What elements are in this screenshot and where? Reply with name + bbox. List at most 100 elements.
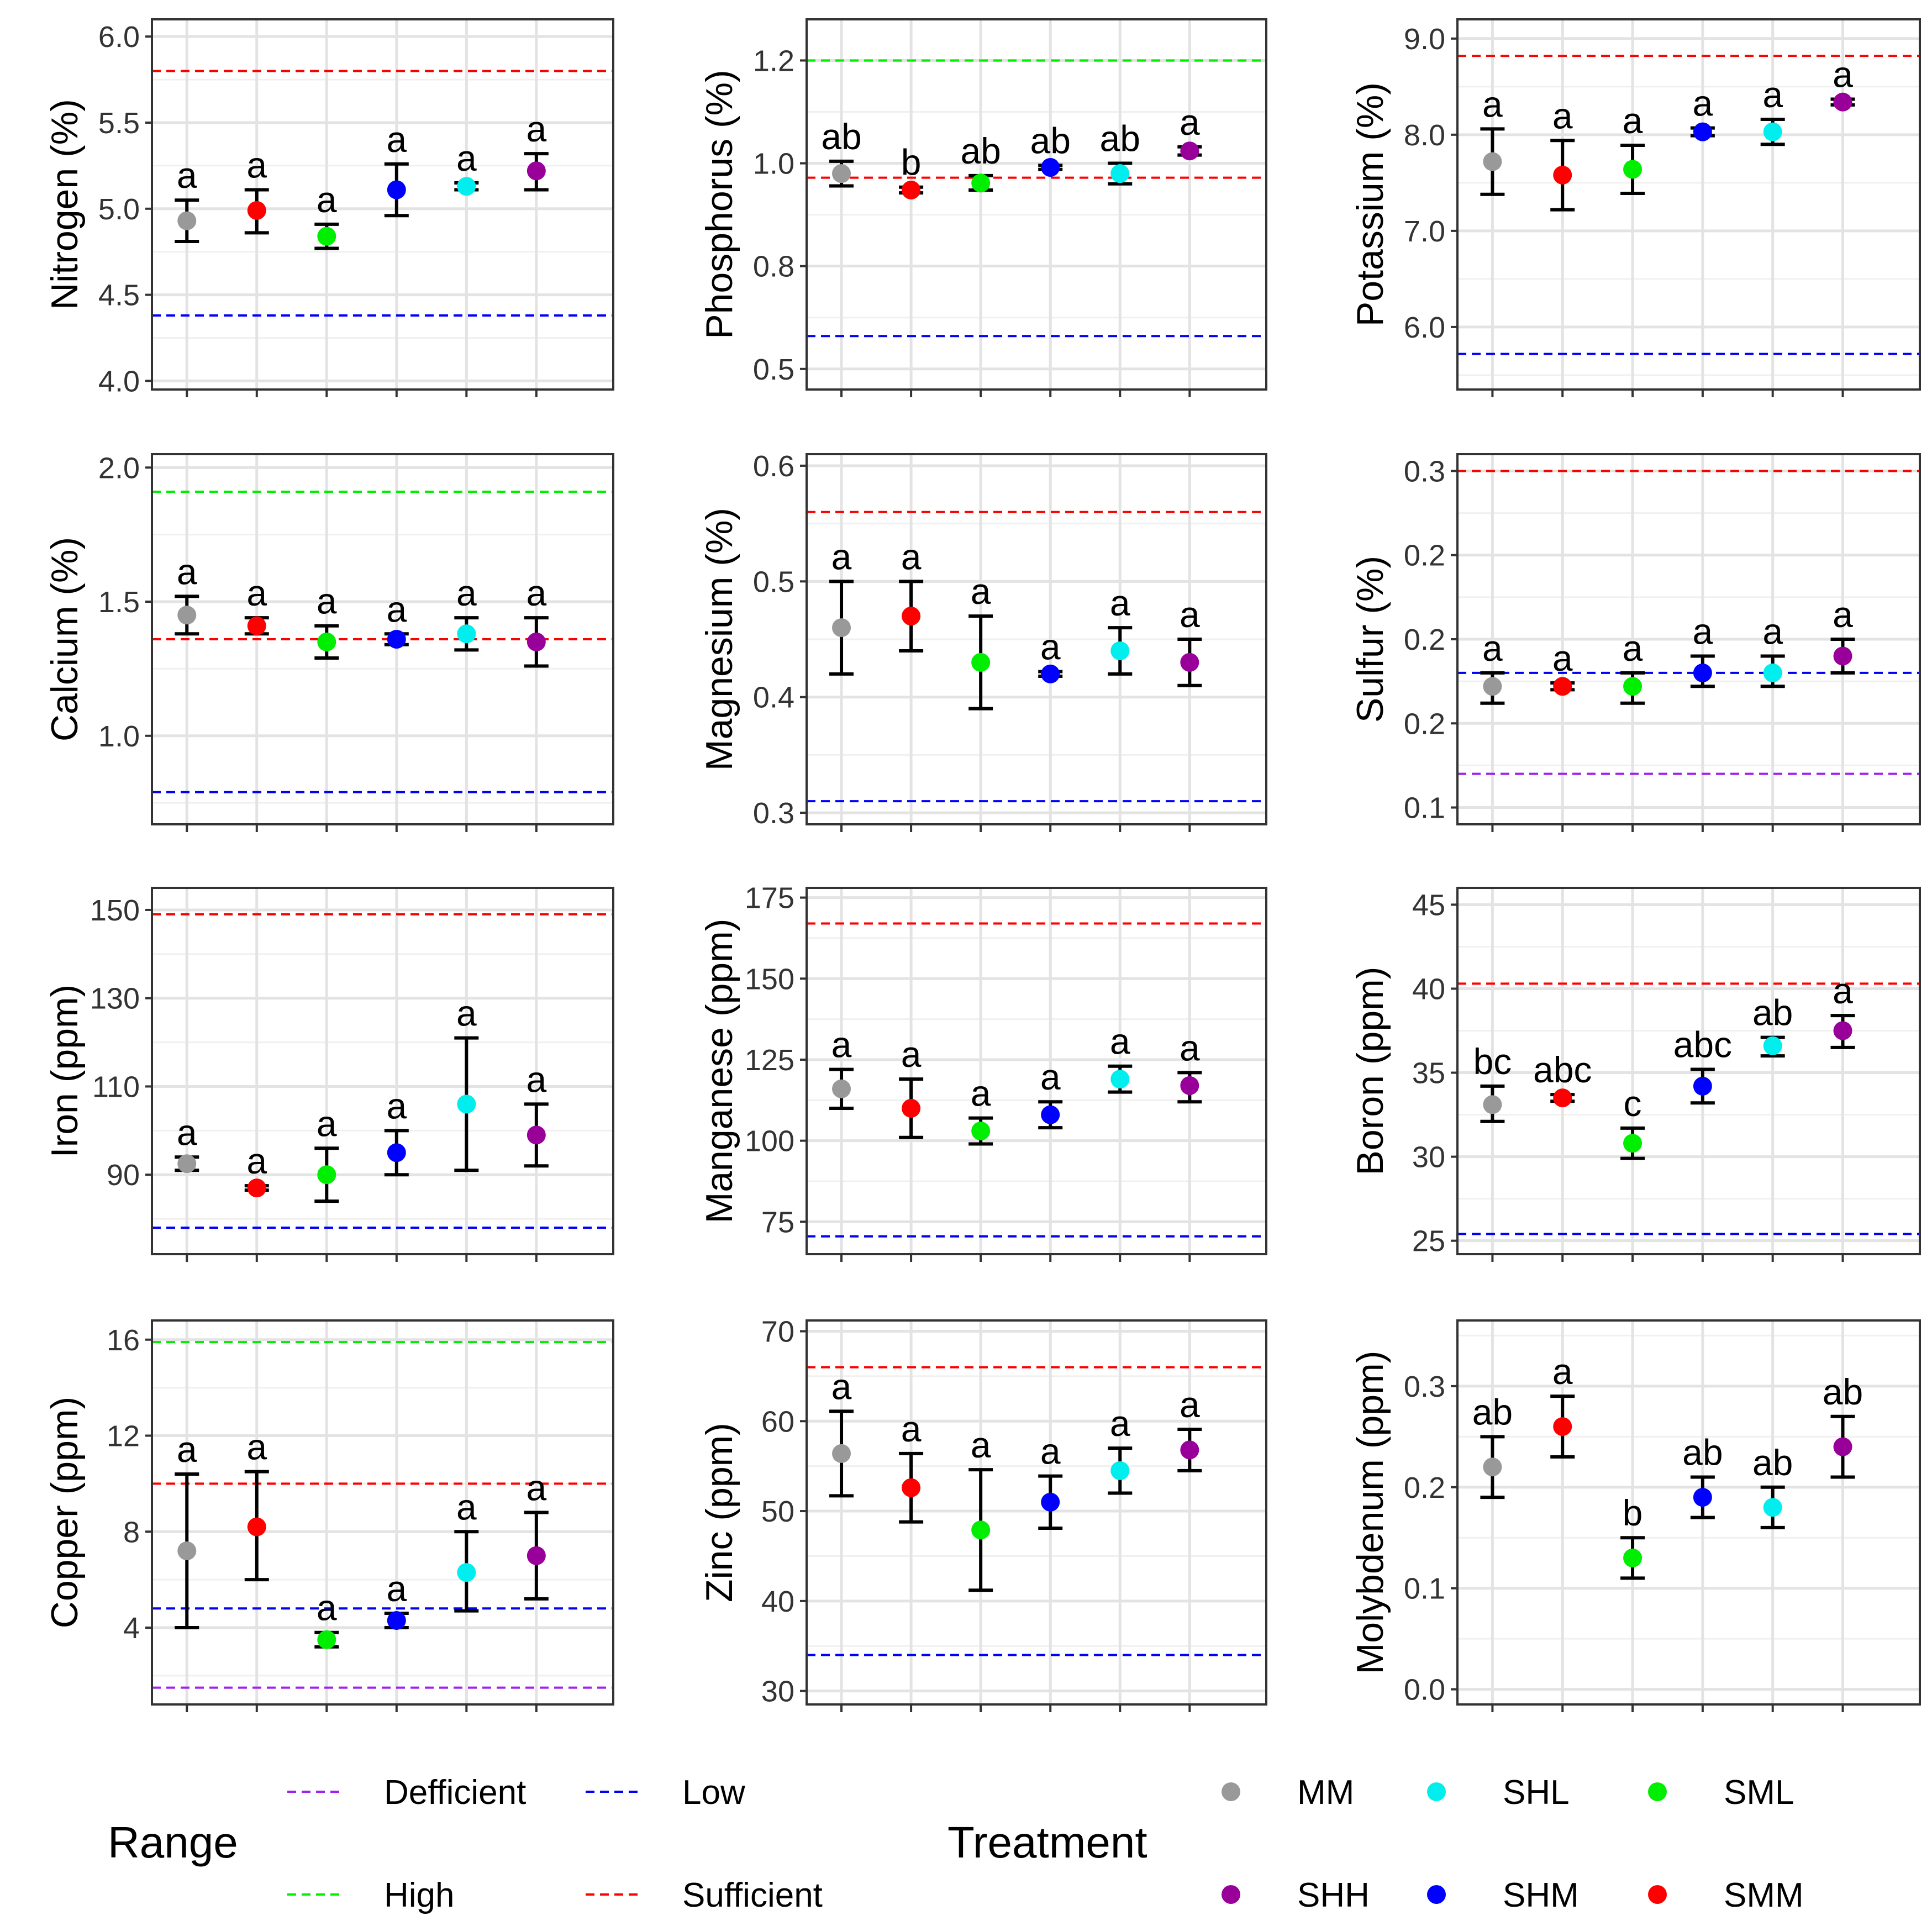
legend-key-shl	[1427, 1782, 1446, 1801]
significance-letter: a	[1623, 628, 1643, 669]
point-shh	[1180, 652, 1199, 672]
y-tick-label: 0.2	[1404, 623, 1445, 656]
y-tick-label: 110	[92, 1070, 140, 1103]
point-sml	[971, 173, 991, 193]
y-axis-label: Sulfur (%)	[1349, 556, 1391, 723]
point-sml	[1623, 1548, 1643, 1567]
point-shh	[1180, 141, 1199, 161]
y-tick-label: 9.0	[1404, 23, 1445, 56]
panel-border	[1456, 18, 1921, 391]
point-shh	[527, 161, 546, 181]
point-sml	[317, 1165, 336, 1185]
point-shl	[457, 1563, 476, 1582]
significance-letter: ab	[1100, 118, 1140, 159]
point-shm	[387, 630, 406, 649]
point-smm	[902, 1478, 921, 1497]
panel-iron: a a a a a a 90 110 130 150 Iron (ppm)	[44, 887, 614, 1262]
significance-letter: a	[901, 1408, 922, 1449]
y-tick-label: 0.8	[753, 250, 794, 283]
y-tick-label: 35	[1412, 1057, 1445, 1090]
panel-border	[151, 887, 614, 1255]
significance-letter: a	[1110, 1021, 1130, 1062]
significance-letter: a	[971, 1073, 991, 1114]
y-tick-label: 16	[107, 1324, 140, 1357]
panel-border	[806, 1319, 1267, 1706]
significance-letter: a	[1623, 100, 1643, 141]
significance-letter: ab	[1823, 1371, 1863, 1412]
y-axis-label: Molybdenum (ppm)	[1349, 1351, 1391, 1675]
legend-label-sufficient: Sufficient	[682, 1876, 823, 1914]
significance-letter: a	[1482, 628, 1503, 669]
point-mm	[832, 1079, 851, 1098]
significance-letter: abc	[1673, 1024, 1732, 1065]
point-shl	[1763, 1498, 1782, 1517]
significance-letter: a	[1552, 638, 1573, 678]
significance-letter: a	[901, 1034, 922, 1075]
significance-letter: ab	[1752, 992, 1793, 1033]
point-mm	[832, 164, 851, 183]
y-tick-label: 4.0	[98, 365, 140, 398]
point-shm	[1693, 663, 1712, 682]
y-axis-label: Potassium (%)	[1349, 82, 1391, 327]
point-shm	[1693, 122, 1712, 141]
significance-letter: ab	[821, 116, 861, 157]
panel-nitrogen: a a a a a a 4.0 4.5 5.0 5.5 6.0 Nitrogen (%)	[44, 18, 614, 398]
significance-letter: a	[1040, 1431, 1061, 1472]
y-tick-label: 2.0	[98, 451, 140, 485]
y-axis-label: Calcium (%)	[44, 537, 86, 741]
panel-sulfur: a a a a a a 0.1 0.2 0.2 0.2 0.3 Sulfur (%)	[1349, 453, 1921, 832]
significance-letter: a	[1040, 1056, 1061, 1097]
significance-letter: a	[1762, 611, 1783, 651]
y-tick-label: 100	[745, 1125, 794, 1158]
legend-key-shh	[1222, 1885, 1240, 1904]
point-mm	[1483, 677, 1502, 696]
significance-letter: a	[1180, 1027, 1200, 1068]
point-sml	[1623, 677, 1643, 696]
legend-label-shh: SHH	[1297, 1876, 1370, 1914]
point-smm	[1553, 677, 1572, 696]
panel-border	[151, 453, 614, 825]
legend-label-low: Low	[682, 1774, 745, 1812]
point-shh	[1833, 1437, 1852, 1456]
y-tick-label: 4.5	[98, 279, 140, 312]
panel-border	[151, 1319, 614, 1706]
significance-letter: a	[386, 1085, 407, 1126]
y-tick-label: 60	[761, 1405, 794, 1438]
point-shh	[527, 632, 546, 651]
point-mm	[177, 211, 197, 230]
legend-label-high: High	[384, 1876, 455, 1914]
significance-letter: a	[971, 1424, 991, 1465]
significance-letter: a	[386, 588, 407, 629]
significance-letter: a	[177, 1429, 197, 1470]
panel-border	[806, 18, 1267, 391]
point-shh	[527, 1125, 546, 1145]
y-axis-label: Magnesium (%)	[698, 508, 740, 771]
point-sml	[971, 1520, 991, 1540]
point-shl	[1763, 663, 1782, 682]
panel-background	[807, 19, 1266, 390]
point-smm	[247, 1178, 266, 1198]
legend-label-mm: MM	[1297, 1774, 1354, 1812]
y-tick-label: 150	[745, 962, 794, 996]
y-tick-label: 75	[761, 1206, 794, 1239]
y-tick-label: 90	[107, 1159, 140, 1192]
point-shm	[387, 1611, 406, 1630]
point-sml	[1623, 1134, 1643, 1153]
significance-letter: a	[317, 1103, 337, 1144]
point-shh	[1180, 1440, 1199, 1460]
point-sml	[1623, 160, 1643, 179]
panel-calcium: a a a a a a 1.0 1.5 2.0 Calcium (%)	[44, 451, 614, 832]
point-mm	[832, 618, 851, 638]
legend-key-mm	[1222, 1782, 1240, 1801]
panel-border	[1456, 887, 1921, 1255]
legend-label-sml: SML	[1724, 1774, 1794, 1812]
significance-letter: abc	[1533, 1049, 1592, 1090]
y-tick-label: 0.0	[1404, 1674, 1445, 1707]
y-axis-label: Zinc (ppm)	[698, 1423, 740, 1602]
y-tick-label: 7.0	[1404, 215, 1445, 248]
legend-key-smm	[1648, 1885, 1667, 1904]
y-tick-label: 175	[745, 882, 794, 915]
